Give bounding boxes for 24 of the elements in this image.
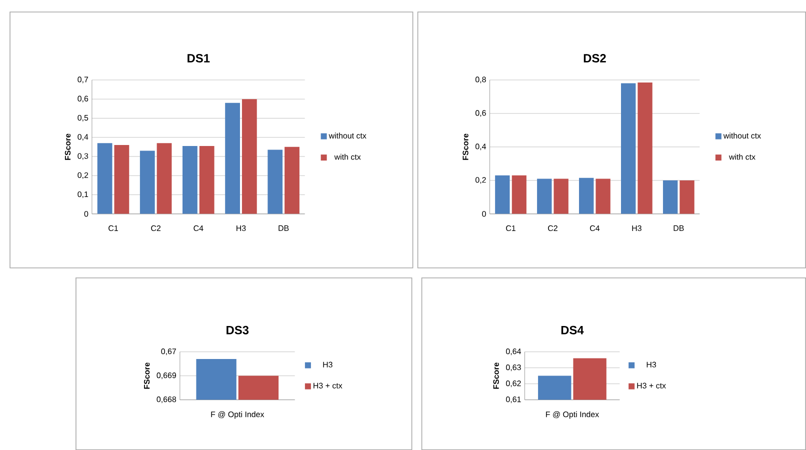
bar <box>140 150 155 214</box>
bar <box>680 180 694 214</box>
chart-title: DS4 <box>561 326 584 334</box>
chart-title: DS2 <box>584 54 606 62</box>
bar <box>554 178 568 214</box>
bar <box>97 143 112 214</box>
bar <box>621 83 636 214</box>
chart-title: DS3 <box>226 326 249 334</box>
bar <box>495 175 510 214</box>
bar <box>268 150 283 214</box>
bar <box>638 82 652 214</box>
bar <box>199 146 214 214</box>
bar <box>156 143 172 214</box>
bar <box>284 146 300 214</box>
chart-title: DS1 <box>188 54 210 62</box>
bar <box>512 175 526 214</box>
bar <box>662 180 678 214</box>
bar <box>114 144 130 214</box>
bar <box>225 102 240 214</box>
bar <box>596 178 610 214</box>
bar <box>242 99 257 214</box>
bar <box>182 146 198 214</box>
bar <box>579 178 594 214</box>
bar <box>537 178 552 214</box>
